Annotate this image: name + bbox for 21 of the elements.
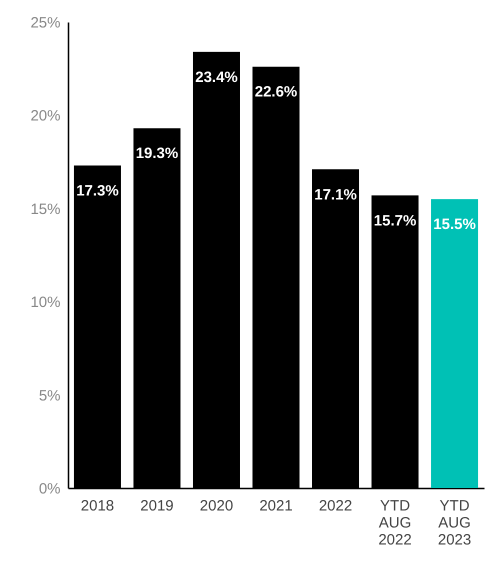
y-tick-label: 5% [38,387,60,404]
data-label: 15.5% [433,216,476,234]
data-label: 22.6% [254,84,298,101]
data-label: 17.3% [76,182,119,200]
x-tick-label: YTD AUG 2022 [378,498,412,548]
x-tick-label: 2021 [259,498,293,514]
y-tick-label: 0% [38,480,60,498]
bar [431,199,478,488]
data-label: 17.1% [314,186,357,204]
data-label: 19.3% [136,145,178,162]
y-tick-label: 25% [30,14,60,32]
x-tick-label: 2020 [200,498,234,514]
x-tick-label: 2018 [80,498,114,514]
data-label: 15.7% [374,212,416,230]
x-tick-label: 2019 [140,498,174,514]
y-tick-label: 20% [30,108,60,125]
y-tick-label: 15% [30,200,60,218]
x-tick-label: 2022 [318,498,352,514]
y-tick-label: 10% [30,294,60,312]
x-tick-label: YTD AUG 2023 [438,498,472,548]
data-label: 23.4% [195,68,238,86]
